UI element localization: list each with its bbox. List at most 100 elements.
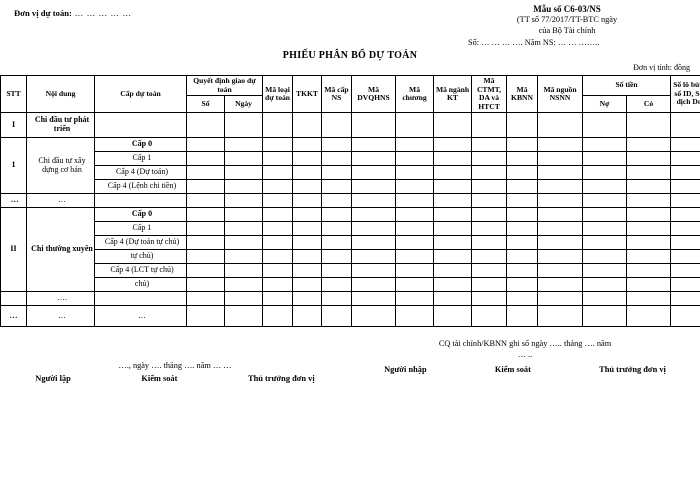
cell-ma-cap-ns[interactable] [321,179,353,194]
cell-co[interactable] [626,305,672,327]
cell-co[interactable] [626,112,672,138]
cell-qd-so[interactable] [186,165,225,180]
cell-ma-ctmt[interactable] [471,151,508,166]
cell-co[interactable] [626,193,672,208]
cell-ma-dvqhns[interactable] [351,165,397,180]
cell-qd-ngay[interactable] [223,112,264,138]
cell-ma-cap-ns[interactable] [321,249,353,264]
cell-tkkt[interactable] [292,193,323,208]
cell-ma-chuong[interactable] [395,151,435,166]
cell-ma-kbnn[interactable] [506,305,539,327]
cell-qd-so[interactable] [186,112,225,138]
cell-ma-chuong[interactable] [395,193,435,208]
cell-so-lo-but-toan[interactable] [670,235,700,250]
cell-ma-cap-ns[interactable] [321,165,353,180]
cell-ma-dvqhns[interactable] [351,137,397,152]
cell-tkkt[interactable] [292,165,323,180]
cell-cap[interactable]: … [94,305,187,327]
cell-noi-dung[interactable]: Chi thường xuyên [26,207,95,292]
cell-ma-dvqhns[interactable] [351,305,397,327]
cell-qd-so[interactable] [186,221,225,236]
cell-ma-dvqhns[interactable] [351,277,397,292]
cell-so-lo-but-toan[interactable] [670,151,700,166]
cell-ma-loai-du-toan[interactable] [262,249,294,264]
cell-stt[interactable]: 1 [0,137,27,194]
cell-ma-chuong[interactable] [395,221,435,236]
cell-ma-nganh-kt[interactable] [433,277,473,292]
cell-ma-nguon-nsnn[interactable] [537,137,584,152]
cell-ma-nganh-kt[interactable] [433,221,473,236]
cell-qd-ngay[interactable] [223,249,264,264]
cell-tkkt[interactable] [292,221,323,236]
cell-ma-dvqhns[interactable] [351,207,397,222]
cell-co[interactable] [626,291,672,306]
cell-so-lo-but-toan[interactable] [670,249,700,264]
cell-ma-kbnn[interactable] [506,165,539,180]
cell-cap[interactable]: Cấp 4 (LCT tự chủ) [94,263,187,278]
cell-cap[interactable]: Cấp 0 [94,137,187,152]
cell-ma-nganh-kt[interactable] [433,235,473,250]
cell-ma-loai-du-toan[interactable] [262,235,294,250]
cell-qd-ngay[interactable] [223,221,264,236]
cell-no[interactable] [582,249,628,264]
cell-ma-loai-du-toan[interactable] [262,263,294,278]
cell-qd-ngay[interactable] [223,263,264,278]
cell-cap[interactable]: Cấp 4 (Dự toán) [94,165,187,180]
cell-ma-chuong[interactable] [395,207,435,222]
cell-ma-loai-du-toan[interactable] [262,179,294,194]
cell-ma-nguon-nsnn[interactable] [537,151,584,166]
cell-ma-nguon-nsnn[interactable] [537,249,584,264]
cell-qd-so[interactable] [186,193,225,208]
cell-ma-nguon-nsnn[interactable] [537,263,584,278]
cell-ma-ctmt[interactable] [471,291,508,306]
cell-so-lo-but-toan[interactable] [670,165,700,180]
cell-qd-so[interactable] [186,207,225,222]
cell-ma-loai-du-toan[interactable] [262,207,294,222]
cell-ma-cap-ns[interactable] [321,291,353,306]
cell-ma-ctmt[interactable] [471,221,508,236]
cell-ma-nganh-kt[interactable] [433,137,473,152]
cell-ma-loai-du-toan[interactable] [262,221,294,236]
cell-no[interactable] [582,207,628,222]
cell-tkkt[interactable] [292,305,323,327]
cell-cap[interactable] [94,291,187,306]
cell-ma-loai-du-toan[interactable] [262,151,294,166]
cell-co[interactable] [626,249,672,264]
cell-ma-kbnn[interactable] [506,263,539,278]
cell-ma-dvqhns[interactable] [351,249,397,264]
cell-noi-dung[interactable]: Chi đầu tư xây dựng cơ bản [26,137,95,194]
cell-ma-nguon-nsnn[interactable] [537,112,584,138]
cell-so-lo-but-toan[interactable] [670,193,700,208]
cell-ma-kbnn[interactable] [506,207,539,222]
cell-ma-dvqhns[interactable] [351,291,397,306]
cell-so-lo-but-toan[interactable] [670,179,700,194]
cell-ma-kbnn[interactable] [506,112,539,138]
cell-ma-nganh-kt[interactable] [433,193,473,208]
cell-qd-so[interactable] [186,137,225,152]
cell-ma-chuong[interactable] [395,305,435,327]
cell-tkkt[interactable] [292,249,323,264]
cell-ma-ctmt[interactable] [471,277,508,292]
cell-ma-loai-du-toan[interactable] [262,165,294,180]
cell-ma-cap-ns[interactable] [321,263,353,278]
cell-no[interactable] [582,179,628,194]
cell-qd-ngay[interactable] [223,277,264,292]
cell-cap[interactable] [94,193,187,208]
cell-ma-kbnn[interactable] [506,193,539,208]
cell-cap[interactable]: Cấp 1 [94,151,187,166]
cell-ma-ctmt[interactable] [471,137,508,152]
cell-ma-ctmt[interactable] [471,235,508,250]
cell-no[interactable] [582,235,628,250]
cell-so-lo-but-toan[interactable] [670,291,700,306]
cell-tkkt[interactable] [292,179,323,194]
cell-tkkt[interactable] [292,112,323,138]
cell-no[interactable] [582,291,628,306]
cell-cap[interactable]: Cấp 1 [94,221,187,236]
cell-tkkt[interactable] [292,263,323,278]
cell-stt[interactable]: II [0,207,27,292]
cell-no[interactable] [582,165,628,180]
cell-qd-so[interactable] [186,235,225,250]
cell-qd-so[interactable] [186,151,225,166]
cell-noi-dung[interactable]: …. [26,291,95,306]
cell-so-lo-but-toan[interactable] [670,112,700,138]
